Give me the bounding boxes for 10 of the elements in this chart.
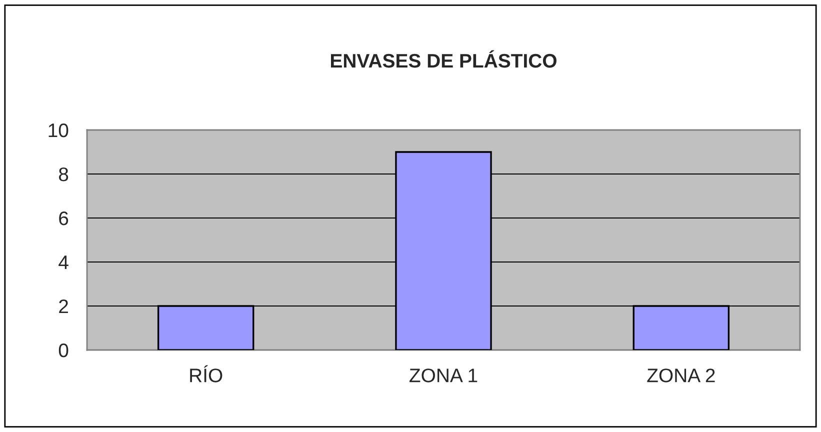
- y-tick-label: 6: [59, 211, 68, 226]
- x-tick-label: ZONA 2: [647, 368, 715, 382]
- y-tick-label: 4: [58, 256, 68, 270]
- y-tick-label: 2: [59, 299, 68, 314]
- x-tick-label: RÍO: [190, 365, 222, 382]
- y-tick-label: 8: [58, 167, 68, 182]
- y-tick-label: 10: [48, 123, 68, 138]
- chart-title: ENVASES DE PLÁSTICO: [330, 50, 556, 68]
- y-tick-label: 0: [58, 343, 68, 358]
- x-tick-label: ZONA 1: [410, 368, 478, 382]
